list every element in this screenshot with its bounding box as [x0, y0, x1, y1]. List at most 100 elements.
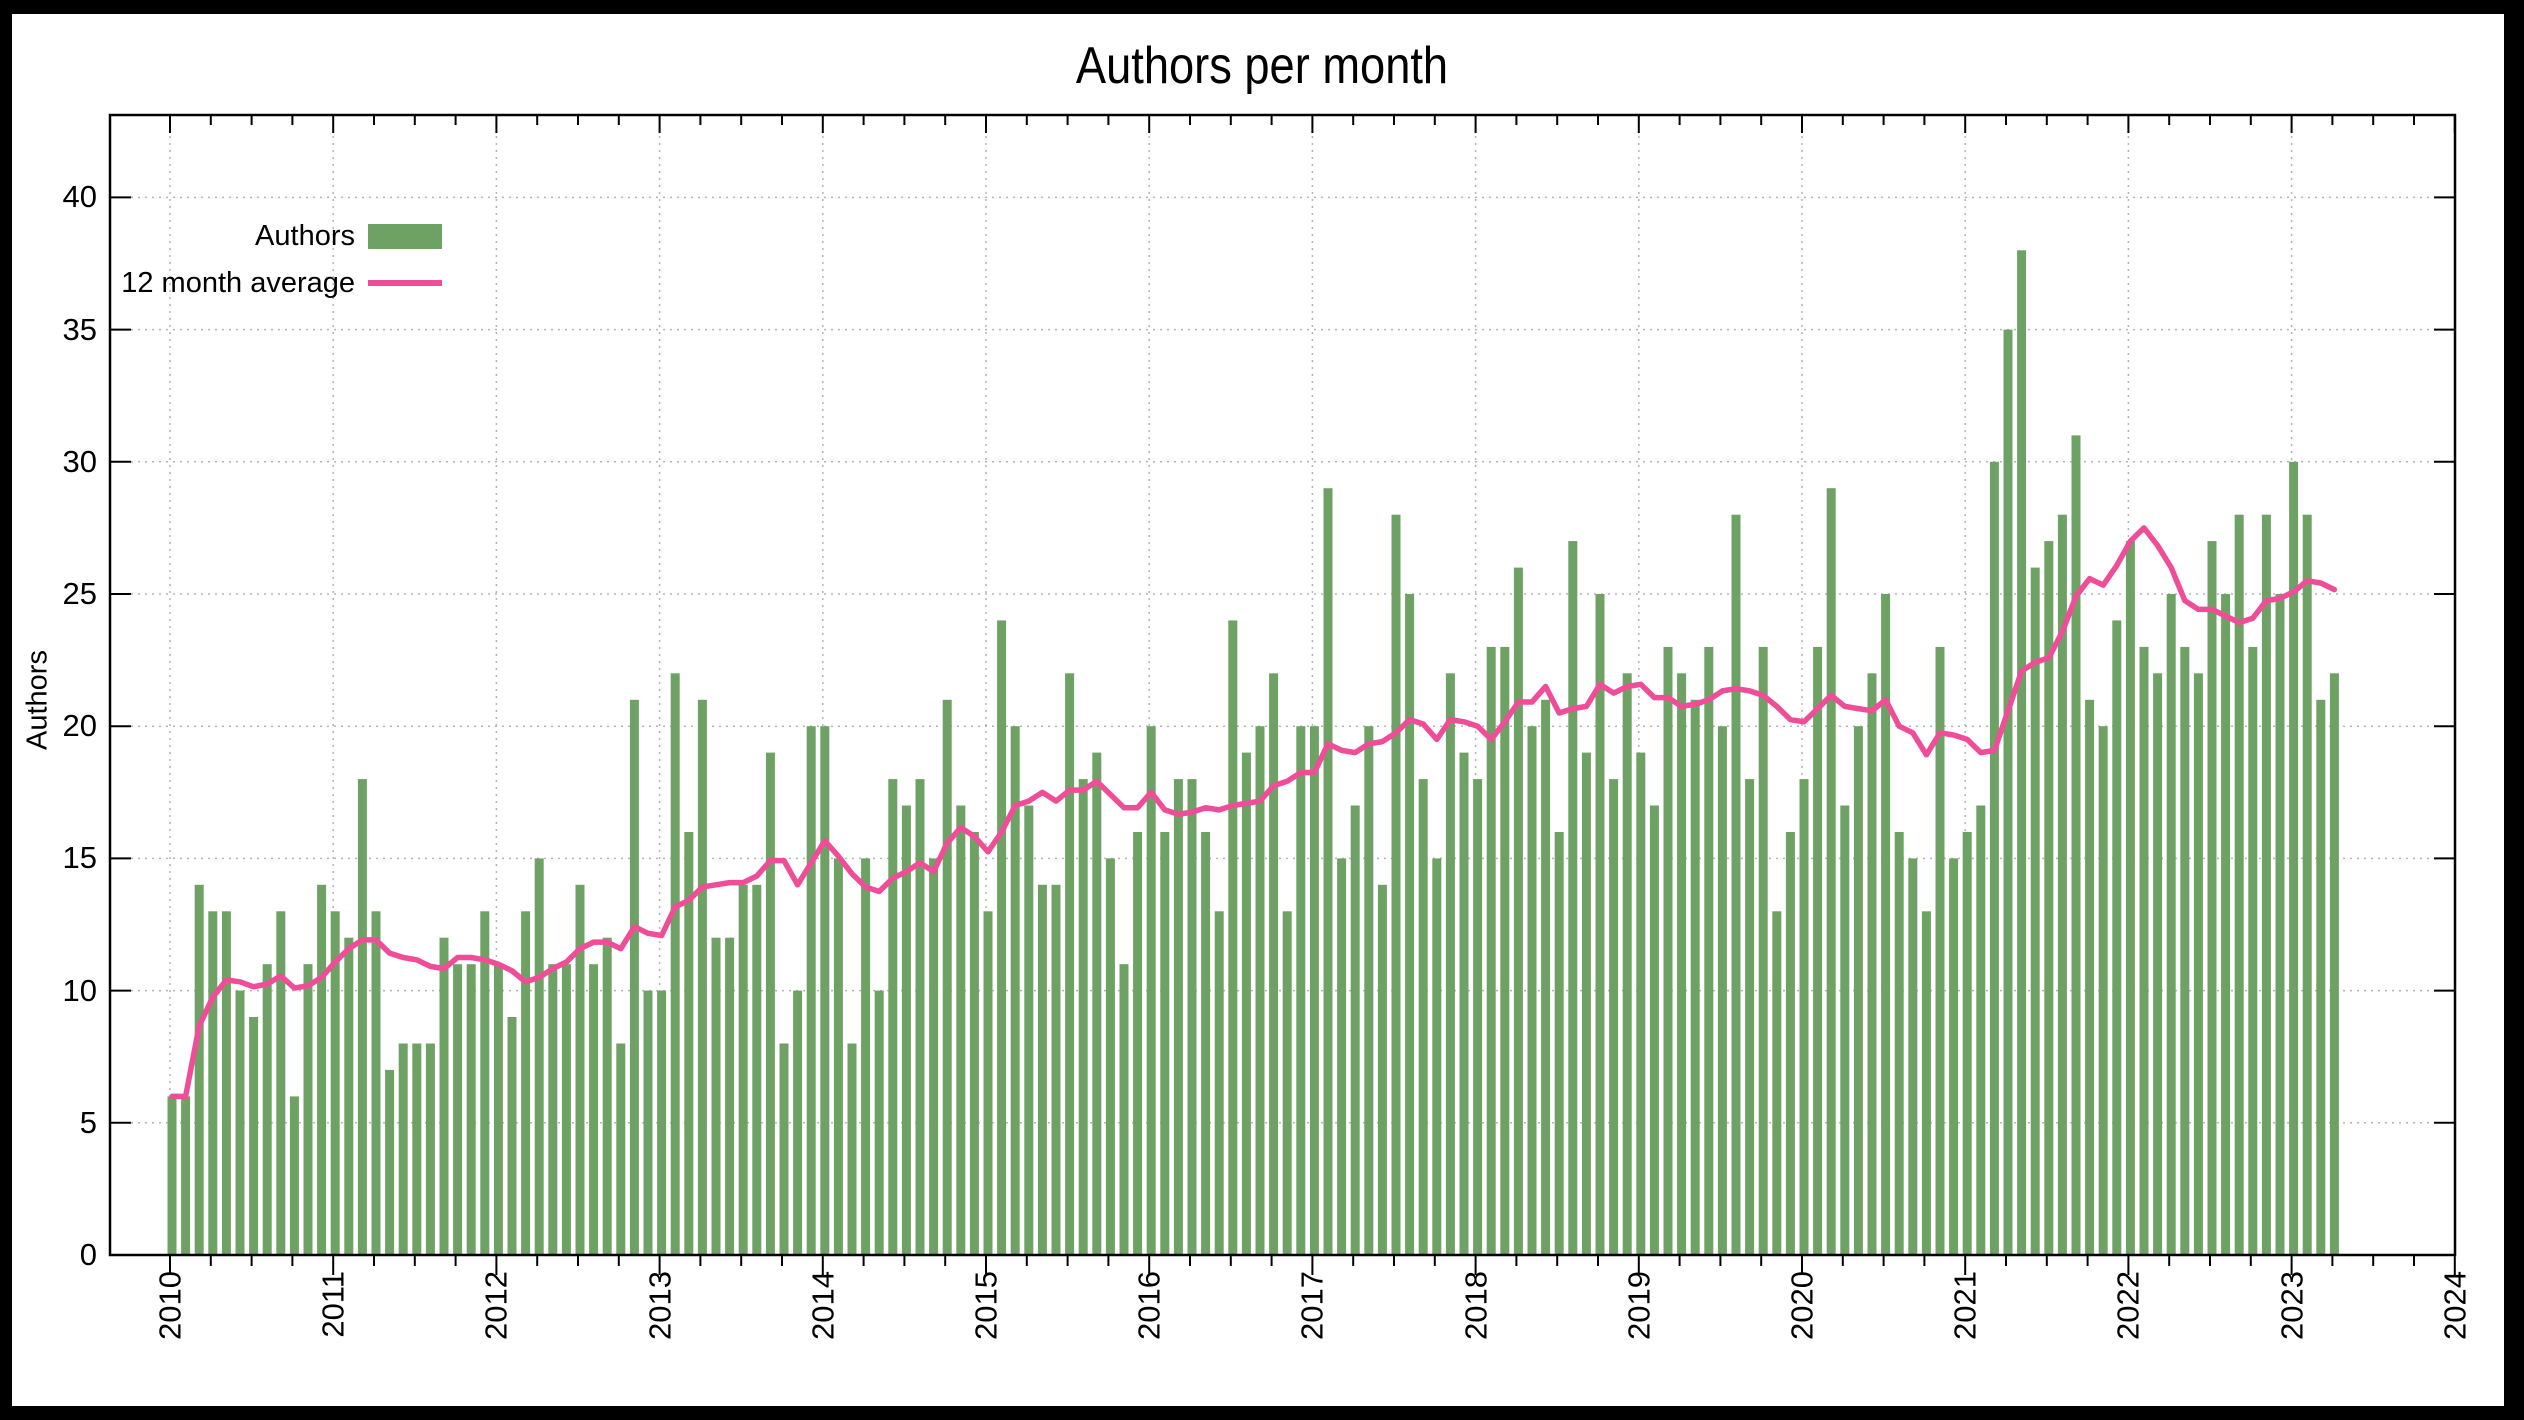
bar-2021-03	[1989, 461, 1999, 1255]
bar-2012-02	[507, 1017, 517, 1255]
bar-2015-07	[1065, 673, 1075, 1255]
bar-2020-04	[1840, 805, 1850, 1255]
bar-2021-07	[2044, 541, 2054, 1255]
y-tick-label-25: 25	[62, 576, 97, 611]
bar-2019-11	[1772, 911, 1782, 1255]
bar-2017-02	[1323, 488, 1333, 1255]
legend-label-authors: Authors	[255, 219, 355, 252]
bar-2012-08	[589, 964, 599, 1255]
x-tick-label-2023: 2023	[2274, 1271, 2310, 1340]
bar-2015-08	[1078, 779, 1088, 1255]
bar-2016-02	[1160, 832, 1170, 1255]
bar-2017-09	[1418, 779, 1428, 1255]
letterbox-bottom	[0, 1406, 2524, 1420]
bar-2010-10	[289, 1096, 299, 1255]
bar-2022-09	[2234, 514, 2244, 1255]
y-axis-title: Authors	[21, 650, 54, 750]
bar-2011-08	[425, 1043, 435, 1255]
bar-2013-10	[779, 1043, 789, 1255]
bar-2012-07	[575, 884, 585, 1255]
bar-2012-04	[534, 858, 544, 1255]
bar-2018-02	[1486, 646, 1496, 1255]
bar-2020-08	[1894, 832, 1904, 1255]
bar-2019-12	[1785, 832, 1795, 1255]
x-tick-label-2016: 2016	[1131, 1271, 1167, 1340]
bar-2018-11	[1609, 779, 1619, 1255]
bar-2015-09	[1092, 752, 1102, 1255]
bar-2011-04	[371, 911, 381, 1255]
x-tick-label-2024: 2024	[2437, 1271, 2473, 1340]
bar-2022-08	[2221, 594, 2231, 1255]
bar-2010-11	[303, 964, 313, 1255]
bar-2021-08	[2057, 514, 2067, 1255]
bar-2013-07	[738, 884, 748, 1255]
bar-2014-12	[969, 832, 979, 1255]
bar-2012-03	[521, 911, 531, 1255]
bar-2022-06	[2193, 673, 2203, 1255]
bar-2021-06	[2030, 567, 2040, 1255]
bar-2015-01	[983, 911, 993, 1255]
bar-2011-05	[385, 1069, 395, 1255]
bar-2016-08	[1241, 752, 1251, 1255]
bar-2011-11	[466, 964, 476, 1255]
bar-2017-01	[1309, 726, 1319, 1255]
bar-2017-07	[1391, 514, 1401, 1255]
bar-2016-09	[1255, 726, 1265, 1255]
letterbox-top	[0, 0, 2524, 14]
bar-2017-11	[1445, 673, 1455, 1255]
bar-2011-07	[412, 1043, 422, 1255]
bar-2019-03	[1663, 646, 1673, 1255]
bar-2022-05	[2180, 646, 2190, 1255]
bar-2019-07	[1717, 726, 1727, 1255]
bar-2020-03	[1826, 488, 1836, 1255]
bar-2011-06	[398, 1043, 408, 1255]
bar-2017-05	[1364, 726, 1374, 1255]
bar-2014-03	[847, 1043, 857, 1255]
bar-2013-08	[752, 884, 762, 1255]
x-tick-label-2017: 2017	[1294, 1271, 1330, 1340]
bar-2022-07	[2207, 541, 2217, 1255]
bar-2019-02	[1649, 805, 1659, 1255]
bar-2015-06	[1051, 884, 1061, 1255]
bar-2023-02	[2302, 514, 2312, 1255]
y-tick-label-5: 5	[79, 1104, 97, 1140]
y-tick-label-30: 30	[62, 443, 97, 479]
bar-2010-08	[262, 964, 272, 1255]
bar-2010-04	[208, 911, 218, 1255]
bar-2011-02	[344, 937, 354, 1255]
bar-2017-10	[1432, 858, 1442, 1255]
y-tick-label-15: 15	[62, 840, 97, 876]
bar-2011-03	[357, 779, 367, 1255]
bar-2021-12	[2112, 620, 2122, 1255]
bar-2013-09	[765, 752, 775, 1255]
bar-2017-04	[1350, 805, 1360, 1255]
bar-2019-05	[1690, 699, 1700, 1255]
bar-2014-07	[901, 805, 911, 1255]
y-tick-label-0: 0	[79, 1237, 97, 1272]
bar-2014-09	[929, 858, 939, 1255]
bar-2017-12	[1459, 752, 1469, 1255]
bar-2021-01	[1962, 832, 1972, 1255]
x-tick-label-2019: 2019	[1621, 1271, 1657, 1340]
bar-2020-10	[1921, 911, 1931, 1255]
bar-2013-06	[725, 937, 735, 1255]
bar-2018-01	[1473, 779, 1483, 1255]
bar-2015-02	[997, 620, 1007, 1255]
bar-2010-07	[249, 1017, 259, 1255]
bar-2016-07	[1228, 620, 1238, 1255]
bar-2016-03	[1173, 779, 1183, 1255]
bar-2010-09	[276, 911, 286, 1255]
chart-title: Authors per month	[1075, 37, 1449, 95]
bar-2022-03	[2153, 673, 2163, 1255]
bar-2012-05	[548, 964, 558, 1255]
bar-2016-12	[1296, 726, 1306, 1255]
bar-2012-09	[602, 937, 612, 1255]
bar-2014-01	[820, 726, 830, 1255]
bar-2020-07	[1881, 594, 1891, 1255]
bar-2020-12	[1949, 858, 1959, 1255]
x-tick-label-2021: 2021	[1947, 1271, 1983, 1340]
bar-2012-10	[616, 1043, 626, 1255]
bar-2020-06	[1867, 673, 1877, 1255]
bar-2012-01	[493, 964, 503, 1255]
x-tick-label-2018: 2018	[1458, 1271, 1494, 1340]
